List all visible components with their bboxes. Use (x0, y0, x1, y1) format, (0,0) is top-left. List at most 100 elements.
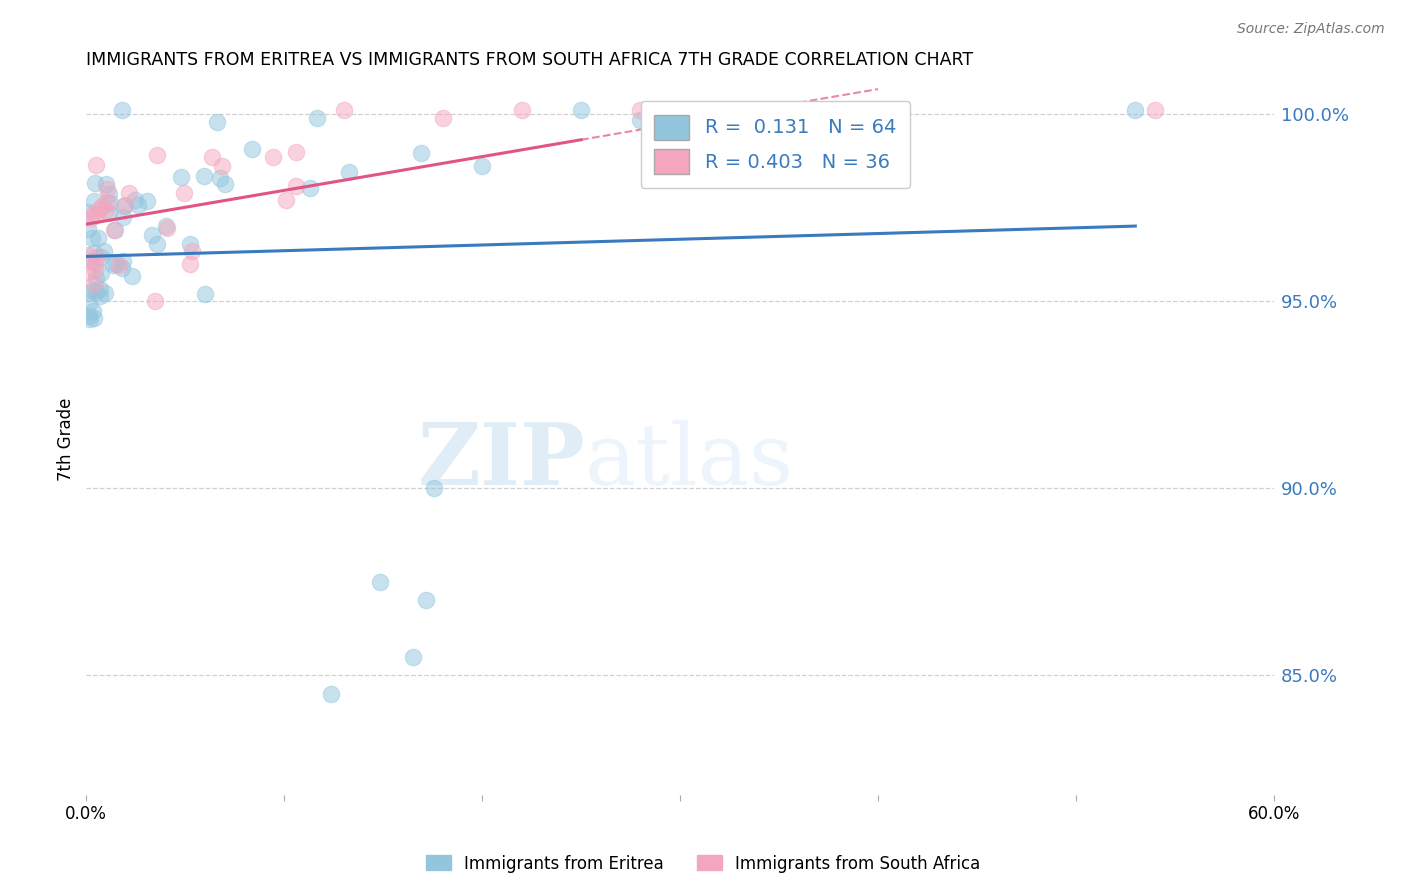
Point (77, 248, 100, 262)
Point (77, 204, 100, 219)
Point (93, 244, 115, 259)
Point (155, 219, 177, 234)
Point (111, 103, 134, 118)
Point (146, 148, 169, 162)
Text: Source: ZipAtlas.com: Source: ZipAtlas.com (1237, 22, 1385, 37)
Point (86, 251, 108, 265)
Point (179, 257, 201, 271)
Text: IMMIGRANTS FROM ERITREA VS IMMIGRANTS FROM SOUTH AFRICA 7TH GRADE CORRELATION CH: IMMIGRANTS FROM ERITREA VS IMMIGRANTS FR… (86, 51, 973, 69)
Point (96, 195, 118, 210)
Point (94, 178, 117, 192)
Point (77, 286, 100, 301)
Point (90, 266, 112, 280)
Point (262, 149, 284, 163)
Point (80, 253, 103, 268)
Point (409, 145, 432, 160)
Point (103, 258, 125, 272)
Point (284, 178, 307, 193)
Point (112, 254, 135, 268)
Point (337, 165, 360, 179)
Point (1144, 103, 1167, 118)
Point (208, 171, 231, 186)
Point (181, 244, 204, 258)
Point (83, 194, 105, 208)
Point (84, 158, 107, 172)
Point (569, 103, 592, 118)
Point (194, 286, 217, 301)
Point (173, 186, 195, 200)
Point (112, 198, 135, 212)
Point (305, 111, 328, 125)
Point (136, 194, 159, 209)
Point (91, 199, 114, 213)
Point (77, 295, 100, 310)
Point (333, 103, 356, 118)
Point (82, 230, 104, 244)
Point (94, 286, 117, 301)
Point (111, 260, 134, 275)
Point (96, 203, 118, 218)
Legend: R =  0.131   N = 64, R = 0.403   N = 36: R = 0.131 N = 64, R = 0.403 N = 36 (641, 101, 910, 188)
Point (510, 103, 533, 118)
Point (402, 649, 425, 664)
Point (205, 114, 228, 128)
Point (90, 250, 112, 264)
Point (79, 311, 101, 326)
Point (121, 269, 143, 284)
Point (83, 205, 105, 219)
Point (1123, 103, 1146, 118)
Point (108, 258, 131, 272)
Point (321, 687, 343, 701)
Point (77, 265, 100, 279)
Point (124, 194, 146, 208)
Point (630, 113, 652, 128)
Point (274, 193, 297, 207)
Point (127, 197, 149, 211)
Point (83, 246, 105, 260)
Point (82, 304, 104, 318)
Point (211, 159, 233, 173)
Point (89, 202, 111, 216)
Point (669, 103, 692, 118)
Point (96, 182, 118, 196)
Point (98, 206, 121, 220)
Point (423, 481, 446, 495)
Point (471, 159, 494, 173)
Point (89, 288, 111, 302)
Point (170, 169, 193, 184)
Point (87, 231, 110, 245)
Point (201, 150, 224, 164)
Point (80, 211, 103, 225)
Legend: Immigrants from Eritrea, Immigrants from South Africa: Immigrants from Eritrea, Immigrants from… (419, 848, 987, 880)
Point (77, 309, 100, 323)
Point (83, 311, 105, 326)
Text: ZIP: ZIP (418, 419, 585, 503)
Point (103, 222, 125, 236)
Point (84, 285, 107, 300)
Point (82, 284, 104, 298)
Point (114, 198, 136, 212)
Point (118, 186, 141, 201)
Point (83, 256, 105, 270)
Y-axis label: 7th Grade: 7th Grade (58, 398, 75, 482)
Point (240, 142, 263, 156)
Point (415, 593, 437, 607)
Point (100, 195, 122, 210)
Point (432, 111, 454, 125)
Point (285, 145, 308, 159)
Point (111, 210, 134, 224)
Point (84, 271, 107, 285)
Point (104, 223, 127, 237)
Text: atlas: atlas (585, 419, 794, 502)
Point (89, 282, 111, 296)
Point (193, 169, 215, 183)
Point (84, 176, 107, 190)
Point (97, 186, 120, 201)
Point (84, 208, 107, 222)
Point (141, 228, 163, 243)
Point (104, 256, 127, 270)
Point (214, 177, 236, 191)
Point (298, 181, 321, 195)
Point (156, 220, 179, 235)
Point (630, 103, 652, 118)
